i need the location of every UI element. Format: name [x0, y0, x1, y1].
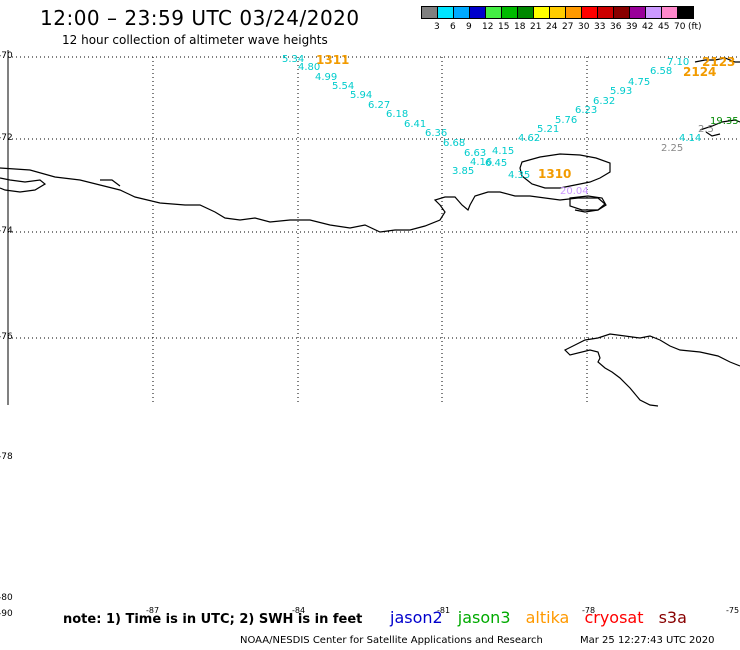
wave-height-label: 5.34 [282, 54, 305, 65]
wave-height-label: 20.04 [560, 186, 589, 197]
wave-height-label: 4.62 [518, 133, 541, 144]
color-scale-label: 9 [466, 22, 472, 32]
color-scale-label: 30 [578, 22, 590, 32]
wave-height-label: 6.32 [593, 96, 616, 107]
lat-label: -78 [0, 452, 13, 462]
color-scale-unit: (ft) [688, 22, 702, 32]
wave-height-label: 5.54 [332, 81, 355, 92]
lon-label: -78 [582, 606, 596, 615]
wave-height-label: 4.35 [508, 170, 531, 181]
coastline-inlet [100, 179, 121, 187]
pass-label: 2123 [702, 55, 736, 69]
wave-height-label: 4.16 [470, 157, 493, 168]
wave-height-label: 6.36 [425, 128, 448, 139]
wave-height-label: 4.80 [298, 62, 321, 73]
coastlines [0, 57, 740, 407]
lat-label: -90 [0, 609, 13, 619]
wave-height-label: 5.21 [537, 124, 560, 135]
wave-height-label: 5.93 [610, 86, 633, 97]
lon-label: -81 [437, 606, 451, 615]
wave-height-label: 6.41 [404, 119, 427, 130]
color-scale-label: 70 [674, 22, 686, 32]
color-scale-label: 36 [610, 22, 622, 32]
wave-height-label: 6.18 [386, 109, 409, 120]
wave-height-label: 4.99 [315, 72, 338, 83]
wave-height-label: 5.94 [350, 90, 373, 101]
page-subtitle: 12 hour collection of altimeter wave hei… [62, 33, 328, 47]
color-scale-label: 21 [530, 22, 542, 32]
wave-height-label: 2.25 [661, 143, 684, 154]
lat-label: -74 [0, 226, 13, 236]
wave-height-label: 19.35 [710, 116, 739, 127]
legend-jason2: jason2 [390, 608, 443, 627]
pass-label: 1310 [538, 167, 572, 181]
coastline-northeast-1 [694, 57, 740, 63]
lat-label: -80 [0, 593, 13, 603]
color-scale-label: 6 [450, 22, 456, 32]
color-scale-label: 18 [514, 22, 526, 32]
coastline-southern-cape [563, 337, 659, 407]
color-swatch [677, 6, 694, 19]
color-scale-label: 15 [498, 22, 510, 32]
lon-label: -84 [292, 606, 306, 615]
color-scale-label: 12 [482, 22, 494, 32]
wave-height-label: 4.75 [628, 77, 651, 88]
coastline-southern-landmass [597, 333, 740, 367]
lon-label: -75 [726, 606, 740, 615]
color-scale-bar [421, 6, 694, 19]
coastline-mainland [0, 167, 606, 233]
wave-height-label: 6.23 [575, 105, 598, 116]
credit-line: NOAA/NESDIS Center for Satellite Applica… [240, 635, 543, 646]
pass-label: 2124 [683, 65, 717, 79]
wave-height-label: 6.68 [443, 138, 466, 149]
pass-label: 1311 [316, 53, 350, 67]
wave-height-label: 4.14 [679, 133, 702, 144]
wave-height-label: 3.85 [452, 166, 475, 177]
coastline-left-inlet [0, 177, 47, 193]
wave-height-label: 4.15 [492, 146, 515, 157]
wave-height-label: 7.10 [667, 57, 690, 68]
color-scale-label: 33 [594, 22, 606, 32]
lat-label: -72 [0, 133, 13, 143]
color-scale-label: 45 [658, 22, 670, 32]
coastline-northeast-2 [699, 119, 740, 137]
lat-label: -76 [0, 332, 13, 342]
coastline-island-south [569, 195, 607, 211]
generation-timestamp: Mar 25 12:27:43 UTC 2020 [580, 635, 715, 646]
lon-label: -87 [146, 606, 160, 615]
color-scale-label: 39 [626, 22, 638, 32]
legend-cryosat: cryosat [584, 608, 644, 627]
wave-height-label: 6.63 [464, 148, 487, 159]
wave-height-label: 6.58 [650, 66, 673, 77]
color-scale-label: 24 [546, 22, 558, 32]
page-title: 12:00 – 23:59 UTC 03/24/2020 [40, 6, 360, 30]
wave-height-label: 6.27 [368, 100, 391, 111]
color-scale-label: 27 [562, 22, 574, 32]
satellite-legend: jason2 jason3 altika cryosat s3a [390, 608, 697, 627]
footnote: note: 1) Time is in UTC; 2) SWH is in fe… [63, 612, 363, 627]
legend-jason3: jason3 [457, 608, 511, 627]
wave-height-label: 2.5 [698, 124, 714, 135]
color-scale-label: 42 [642, 22, 654, 32]
wave-height-label: 5.76 [555, 115, 578, 126]
lat-label: -70 [0, 51, 13, 61]
wave-height-label: 6.45 [485, 158, 508, 169]
legend-altika: altika [525, 608, 570, 627]
color-scale-label: 3 [434, 22, 440, 32]
legend-s3a: s3a [658, 608, 687, 627]
coastline-island [519, 153, 611, 189]
